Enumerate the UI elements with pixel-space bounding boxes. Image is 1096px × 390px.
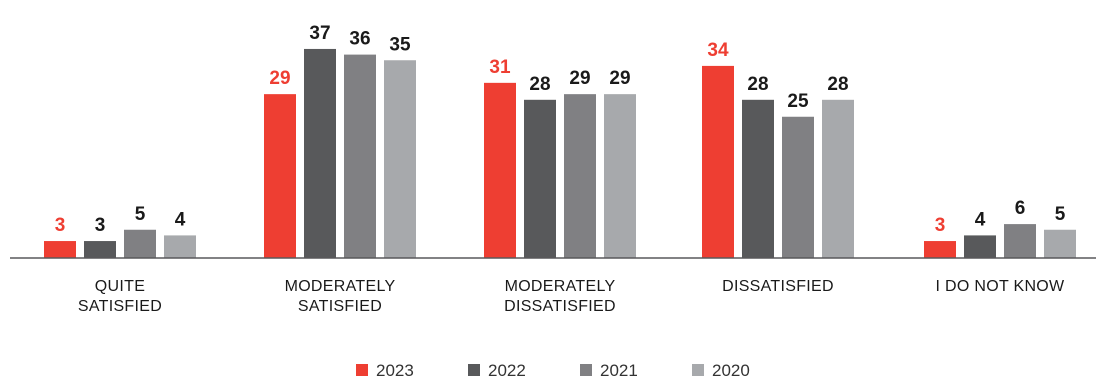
bar-2023-cat-2 bbox=[484, 82, 516, 258]
bar-2020-cat-3 bbox=[822, 99, 854, 258]
legend-swatch-2021 bbox=[580, 364, 592, 376]
bar-2022-cat-3 bbox=[742, 99, 774, 258]
legend-swatch-2023 bbox=[356, 364, 368, 376]
legend: 2023 2022 2021 2020 bbox=[356, 361, 750, 380]
data-label-2021-cat-4: 6 bbox=[1015, 198, 1026, 219]
category-label-1-line-1: SATISFIED bbox=[298, 298, 382, 315]
bar-2023-cat-3 bbox=[702, 65, 734, 259]
bar-2023-cat-1 bbox=[264, 94, 296, 259]
bar-2020-cat-1 bbox=[384, 60, 416, 258]
category-label-4: I DO NOT KNOW bbox=[936, 278, 1066, 295]
data-label-2020-cat-1: 35 bbox=[389, 34, 411, 55]
bar-2022-cat-0 bbox=[84, 241, 116, 258]
bar-2023-cat-4 bbox=[924, 241, 956, 258]
category-label-0-line-1: SATISFIED bbox=[78, 298, 162, 315]
data-label-2020-cat-2: 29 bbox=[609, 68, 630, 89]
category-label-2-line-0: MODERATELY bbox=[505, 278, 616, 295]
legend-label-2022: 2022 bbox=[488, 361, 526, 380]
category-label-3: DISSATISFIED bbox=[722, 278, 834, 295]
data-label-2021-cat-2: 29 bbox=[569, 68, 590, 89]
bar-2021-cat-3 bbox=[782, 116, 814, 258]
category-label-2: MODERATELY DISSATISFIED bbox=[504, 278, 616, 315]
bar-2022-cat-2 bbox=[524, 99, 556, 258]
bars-layer bbox=[44, 48, 1076, 259]
category-label-4-line-0: I DO NOT KNOW bbox=[936, 278, 1066, 295]
legend-swatch-2020 bbox=[692, 364, 704, 376]
data-label-2020-cat-3: 28 bbox=[827, 74, 848, 95]
data-label-2023-cat-3: 34 bbox=[707, 40, 729, 61]
data-label-2022-cat-3: 28 bbox=[747, 74, 768, 95]
data-label-2023-cat-2: 31 bbox=[489, 57, 511, 78]
legend-label-2023: 2023 bbox=[376, 361, 414, 380]
bar-2020-cat-0 bbox=[164, 235, 196, 258]
legend-swatch-2022 bbox=[468, 364, 480, 376]
data-label-2022-cat-0: 3 bbox=[95, 215, 106, 236]
data-label-2020-cat-0: 4 bbox=[175, 209, 186, 230]
bar-2020-cat-2 bbox=[604, 94, 636, 259]
bar-2022-cat-1 bbox=[304, 48, 336, 259]
data-label-2022-cat-4: 4 bbox=[975, 209, 986, 230]
bar-2021-cat-1 bbox=[344, 54, 376, 258]
bar-2021-cat-0 bbox=[124, 229, 156, 258]
data-label-2021-cat-1: 36 bbox=[349, 29, 370, 50]
bar-2020-cat-4 bbox=[1044, 229, 1076, 258]
data-label-2023-cat-0: 3 bbox=[55, 215, 66, 236]
category-label-3-line-0: DISSATISFIED bbox=[722, 278, 834, 295]
category-label-1-line-0: MODERATELY bbox=[285, 278, 396, 295]
legend-label-2020: 2020 bbox=[712, 361, 750, 380]
legend-label-2021: 2021 bbox=[600, 361, 638, 380]
category-label-1: MODERATELY SATISFIED bbox=[285, 278, 396, 315]
data-label-2022-cat-1: 37 bbox=[309, 23, 330, 44]
category-label-0-line-0: QUITE bbox=[95, 278, 145, 295]
bar-2022-cat-4 bbox=[964, 235, 996, 258]
bar-2021-cat-4 bbox=[1004, 224, 1036, 258]
category-label-0: QUITE SATISFIED bbox=[78, 278, 162, 315]
data-label-2023-cat-1: 29 bbox=[269, 68, 290, 89]
category-label-2-line-1: DISSATISFIED bbox=[504, 298, 616, 315]
data-label-2021-cat-3: 25 bbox=[787, 91, 809, 112]
data-label-2020-cat-4: 5 bbox=[1055, 204, 1066, 225]
data-label-2023-cat-4: 3 bbox=[935, 215, 946, 236]
bar-2023-cat-0 bbox=[44, 241, 76, 258]
bar-2021-cat-2 bbox=[564, 94, 596, 259]
data-label-2021-cat-0: 5 bbox=[135, 204, 146, 225]
data-label-2022-cat-2: 28 bbox=[529, 74, 550, 95]
